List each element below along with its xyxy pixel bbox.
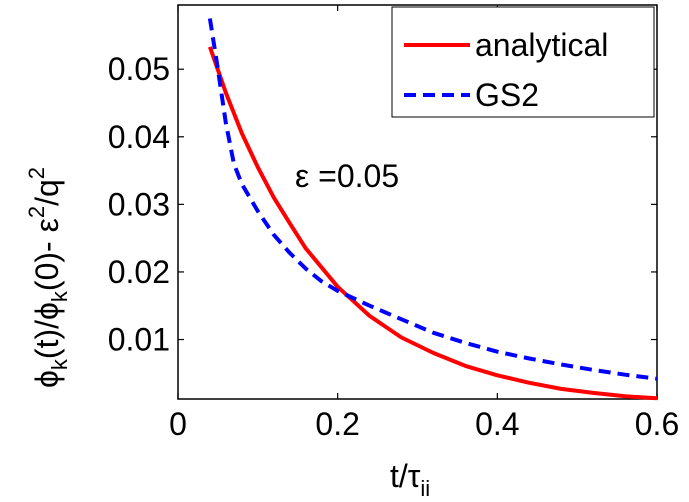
y-label-sup-2a: 2: [24, 206, 49, 218]
y-tick-label: 0.05: [108, 51, 170, 87]
series-line-analytical: [208, 46, 658, 401]
x-tick-label: 0: [169, 406, 187, 442]
y-label-sub-k-2: k: [47, 290, 72, 302]
tick-labels: 0 0.2 0.4 0.6 0.01 0.02 0.03 0.04 0.05: [108, 51, 680, 442]
legend: analytical GS2: [391, 6, 655, 118]
y-tick-label: 0.03: [108, 186, 170, 222]
y-label-over-q: /q: [29, 179, 65, 206]
x-tick-label: 0.6: [635, 406, 679, 442]
y-tick-label: 0.01: [108, 322, 170, 358]
legend-label-gs2: GS2: [475, 77, 539, 113]
y-tick-label: 0.04: [108, 119, 170, 155]
x-axis-label: t/τii: [390, 458, 430, 501]
x-tick-label: 0.4: [475, 406, 519, 442]
series-layer: [207, 18, 658, 401]
y-label-ratio: (t)/ϕ: [29, 302, 65, 359]
series-line-gs2: [207, 18, 658, 381]
y-axis-label: ϕk(t)/ϕk(0)- ε2/q2: [24, 167, 72, 388]
y-label-minus-eps: (0)- ε: [29, 218, 65, 291]
y-tick-label: 0.02: [108, 254, 170, 290]
legend-label-analytical: analytical: [475, 27, 608, 63]
x-axis-label-base: t/τ: [390, 458, 421, 494]
epsilon-annotation: ε =0.05: [295, 158, 399, 194]
legend-box: [391, 6, 655, 118]
x-axis-label-sub: ii: [420, 476, 430, 501]
y-label-phi-1: ϕ: [29, 370, 65, 388]
y-label-sub-k-1: k: [47, 358, 72, 370]
y-label-sup-2b: 2: [24, 167, 49, 179]
x-tick-label: 0.2: [315, 406, 359, 442]
